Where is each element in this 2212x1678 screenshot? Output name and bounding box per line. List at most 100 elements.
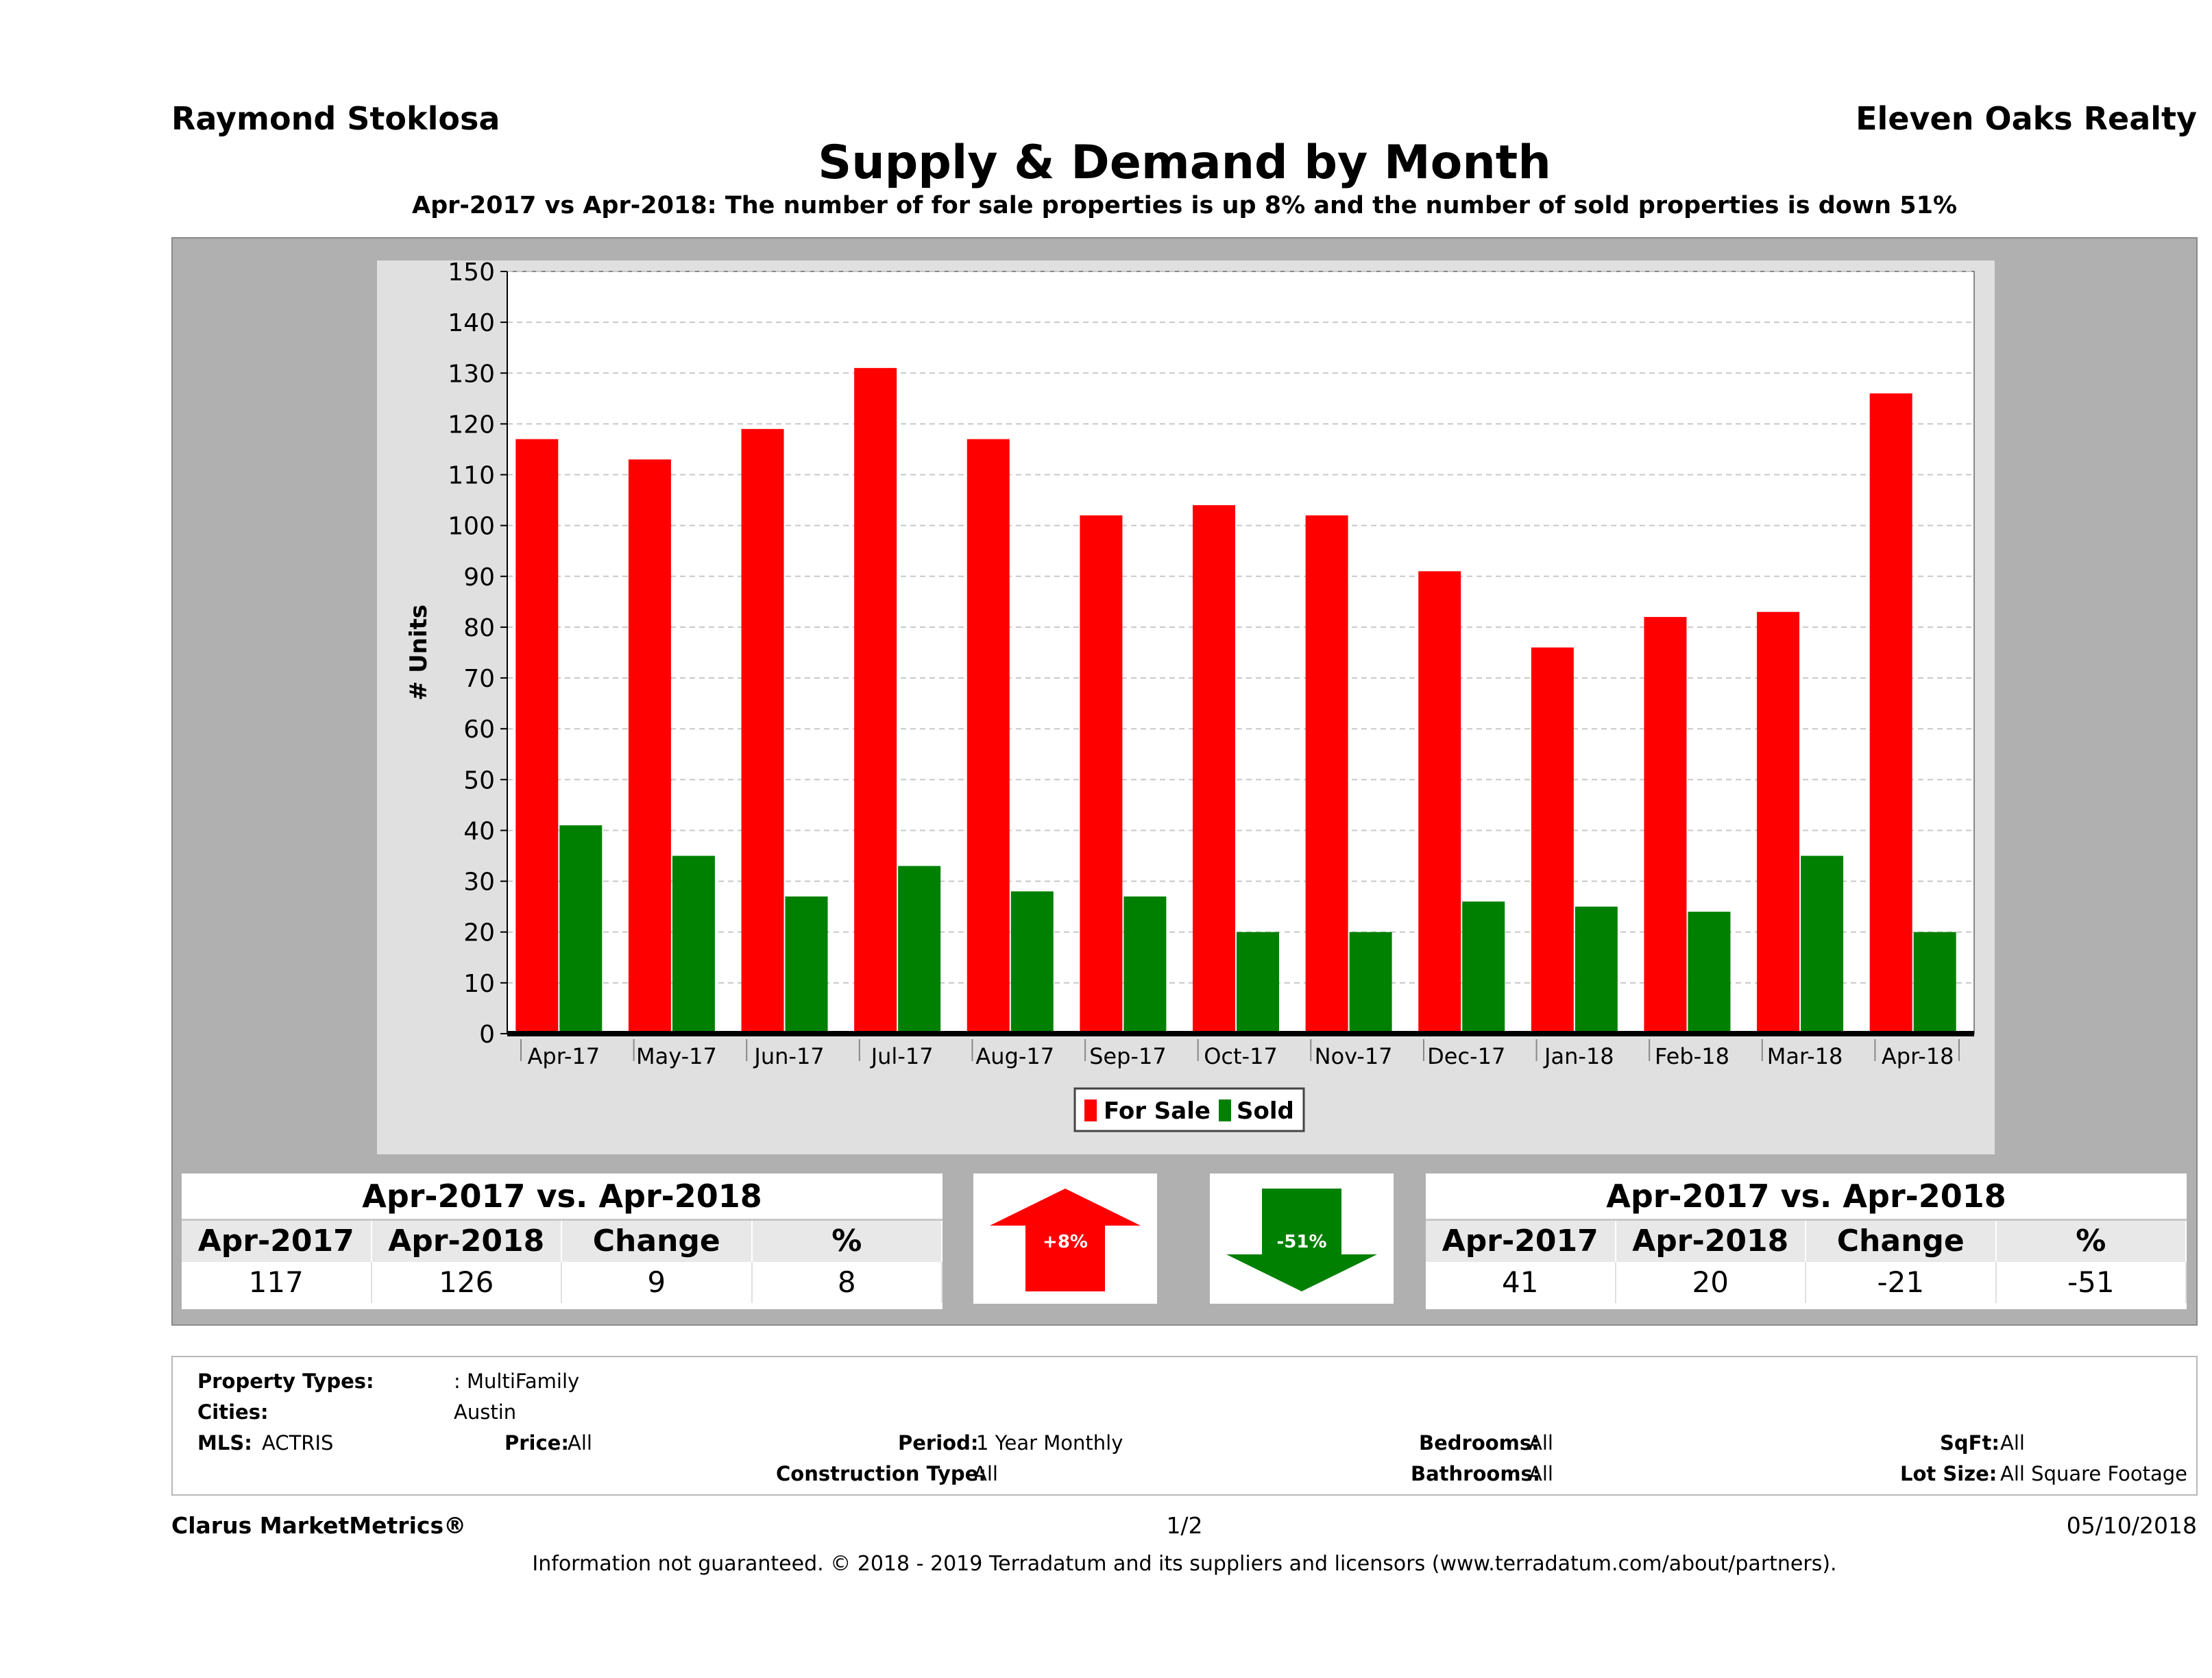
y-tick-label: 10 [463,970,495,998]
forsale-value-cell: 126 [372,1262,562,1303]
price-value: All [568,1431,592,1455]
brokerage-name: Eleven Oaks Realty [1856,100,2197,137]
sold-value-cell: -21 [1806,1262,1997,1303]
bathrooms-label: Bathrooms: [1411,1462,1541,1485]
forsale-col-header: Apr-2017 [182,1221,372,1262]
sold-bar [559,825,603,1034]
forsale-col-header: Apr-2018 [372,1221,562,1262]
chart-subtitle: Apr-2017 vs Apr-2018: The number of for … [411,192,1958,219]
forsale-stats-values: 117 126 9 8 [182,1262,943,1303]
chart-title: Supply & Demand by Month [818,136,1551,190]
sold-stats-table: Apr-2017 vs. Apr-2018 Apr-2017 Apr-2018 … [1426,1174,2187,1309]
sold-bar [1349,932,1392,1034]
sold-col-header: Apr-2017 [1426,1221,1616,1262]
for-sale-bar [1757,611,1800,1034]
agent-name: Raymond Stoklosa [171,100,500,137]
sold-stats-columns: Apr-2017 Apr-2018 Change % [1426,1221,2187,1262]
forsale-col-header: % [753,1221,943,1262]
y-tick-label: 120 [448,411,495,439]
sold-bar [1237,932,1279,1034]
x-tick-label: May-17 [636,1043,717,1069]
period-value: 1 Year Monthly [976,1431,1123,1455]
forsale-stats-table: Apr-2017 vs. Apr-2018 Apr-2017 Apr-2018 … [182,1174,943,1309]
for-sale-bar [1418,571,1461,1034]
y-tick-label: 110 [448,462,495,490]
y-tick-label: 20 [463,919,495,947]
brand-label: Clarus MarketMetrics® [171,1512,467,1539]
sold-bar [785,896,828,1034]
page-number: 1/2 [1166,1512,1203,1539]
lot-size-label: Lot Size: [1900,1462,1997,1485]
y-tick-label: 100 [448,513,495,541]
legend-label-sold: Sold [1237,1097,1294,1125]
sold-stats-values: 41 20 -21 -51 [1426,1262,2187,1303]
disclaimer: Information not guaranteed. © 2018 - 201… [532,1552,1837,1576]
sold-bar [1123,896,1167,1034]
mls-label: MLS: [197,1431,252,1455]
x-tick-label: Jul-17 [870,1043,934,1069]
forsale-stats-columns: Apr-2017 Apr-2018 Change % [182,1221,943,1262]
for-sale-bar [628,459,671,1034]
legend-swatch-sold [1219,1099,1231,1121]
sold-bar [1575,906,1618,1034]
x-tick-label: Jun-17 [753,1043,824,1069]
period-label: Period: [898,1431,979,1455]
report-date: 05/10/2018 [2066,1512,2197,1539]
sqft-label: SqFt: [1940,1431,2000,1455]
cities-label: Cities: [197,1400,269,1424]
x-tick-label: Sep-17 [1089,1043,1167,1069]
forsale-change-indicator: +8% [973,1174,1157,1304]
x-tick-label: Dec-17 [1427,1043,1505,1069]
legend-swatch-for-sale [1084,1099,1097,1121]
construction-value: All [973,1462,998,1485]
x-tick-label: Apr-18 [1882,1043,1954,1069]
sold-col-header: % [1997,1221,2187,1262]
lot-size-value: All Square Footage [2000,1462,2188,1485]
forsale-value-cell: 8 [753,1262,943,1303]
y-tick-label: 70 [463,665,495,693]
forsale-value-cell: 9 [562,1262,753,1303]
sold-change-indicator: -51% [1210,1174,1394,1304]
y-tick-label: 130 [448,360,495,388]
legend-label-for-sale: For Sale [1104,1097,1211,1125]
x-tick-label: Oct-17 [1204,1043,1278,1069]
for-sale-bar [741,428,784,1034]
property-types-label: Property Types: [197,1370,374,1393]
x-tick-label: Feb-18 [1655,1043,1729,1069]
forsale-stats-heading: Apr-2017 vs. Apr-2018 [182,1174,943,1221]
sold-bar [1801,855,1844,1034]
for-sale-bar [854,367,897,1034]
up-arrow-icon: +8% [990,1189,1141,1291]
x-tick-label: Aug-17 [975,1043,1054,1069]
mls-value: ACTRIS [262,1431,334,1455]
for-sale-bar [1644,617,1687,1034]
bedrooms-value: All [1529,1431,1553,1455]
y-tick-label: 30 [463,868,495,897]
x-tick-label: Apr-17 [528,1043,600,1069]
sqft-value: All [2000,1431,2025,1455]
sold-bar [1688,912,1731,1034]
legend [1073,1087,1305,1132]
sold-bar [672,855,715,1034]
for-sale-bar [1193,505,1235,1034]
forsale-change-label: +8% [1043,1232,1088,1252]
for-sale-bar [1080,515,1123,1034]
cities-value: Austin [454,1400,517,1424]
for-sale-bar [1531,647,1574,1034]
x-tick-label: Nov-17 [1315,1043,1393,1069]
sold-stats-heading: Apr-2017 vs. Apr-2018 [1426,1174,2187,1221]
sold-value-cell: -51 [1997,1262,2187,1303]
down-arrow-icon: -51% [1226,1189,1377,1291]
y-tick-label: 60 [463,716,495,744]
x-tick-label: Mar-18 [1767,1043,1843,1069]
sold-bar [1462,901,1505,1034]
y-tick-label: 80 [463,614,495,642]
y-tick-label: 140 [448,309,495,337]
y-tick-label: 40 [463,817,495,845]
property-types-value: : MultiFamily [454,1370,580,1393]
bathrooms-value: All [1529,1462,1553,1485]
x-tick-label: Jan-18 [1543,1043,1614,1069]
sold-col-header: Change [1806,1221,1997,1262]
sold-bar [898,866,941,1034]
forsale-value-cell: 117 [182,1262,372,1303]
